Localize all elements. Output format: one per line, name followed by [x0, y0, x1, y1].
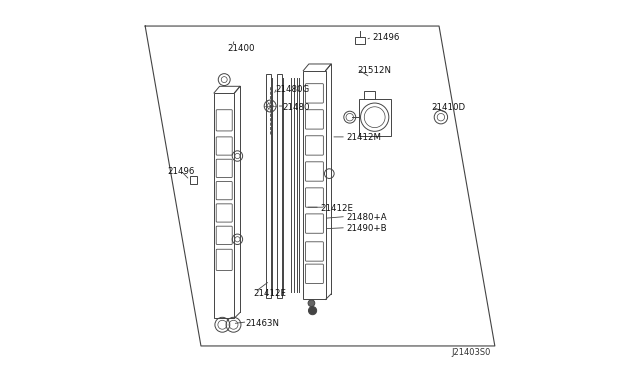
Bar — [190, 176, 197, 184]
Text: 21463N: 21463N — [246, 319, 280, 328]
Bar — [303, 71, 326, 299]
Text: 21490+B: 21490+B — [346, 224, 387, 233]
Text: 21412E: 21412E — [320, 204, 353, 213]
Bar — [266, 74, 271, 298]
Bar — [359, 99, 390, 136]
Bar — [277, 74, 282, 298]
Text: J21403S0: J21403S0 — [452, 348, 491, 357]
Circle shape — [308, 307, 317, 315]
Bar — [214, 93, 234, 318]
Text: 21410D: 21410D — [431, 103, 466, 112]
Text: 21400: 21400 — [227, 44, 255, 53]
Bar — [355, 37, 365, 44]
Text: 21496: 21496 — [168, 167, 195, 176]
Text: 21496: 21496 — [372, 33, 399, 42]
Circle shape — [308, 300, 315, 307]
Text: 21512N: 21512N — [357, 66, 391, 75]
Text: 21480: 21480 — [283, 103, 310, 112]
Text: 21412E: 21412E — [253, 289, 286, 298]
Text: 21412M: 21412M — [346, 133, 381, 142]
Text: 21480+A: 21480+A — [346, 213, 387, 222]
Bar — [364, 91, 374, 99]
Text: 21480G: 21480G — [275, 85, 310, 94]
